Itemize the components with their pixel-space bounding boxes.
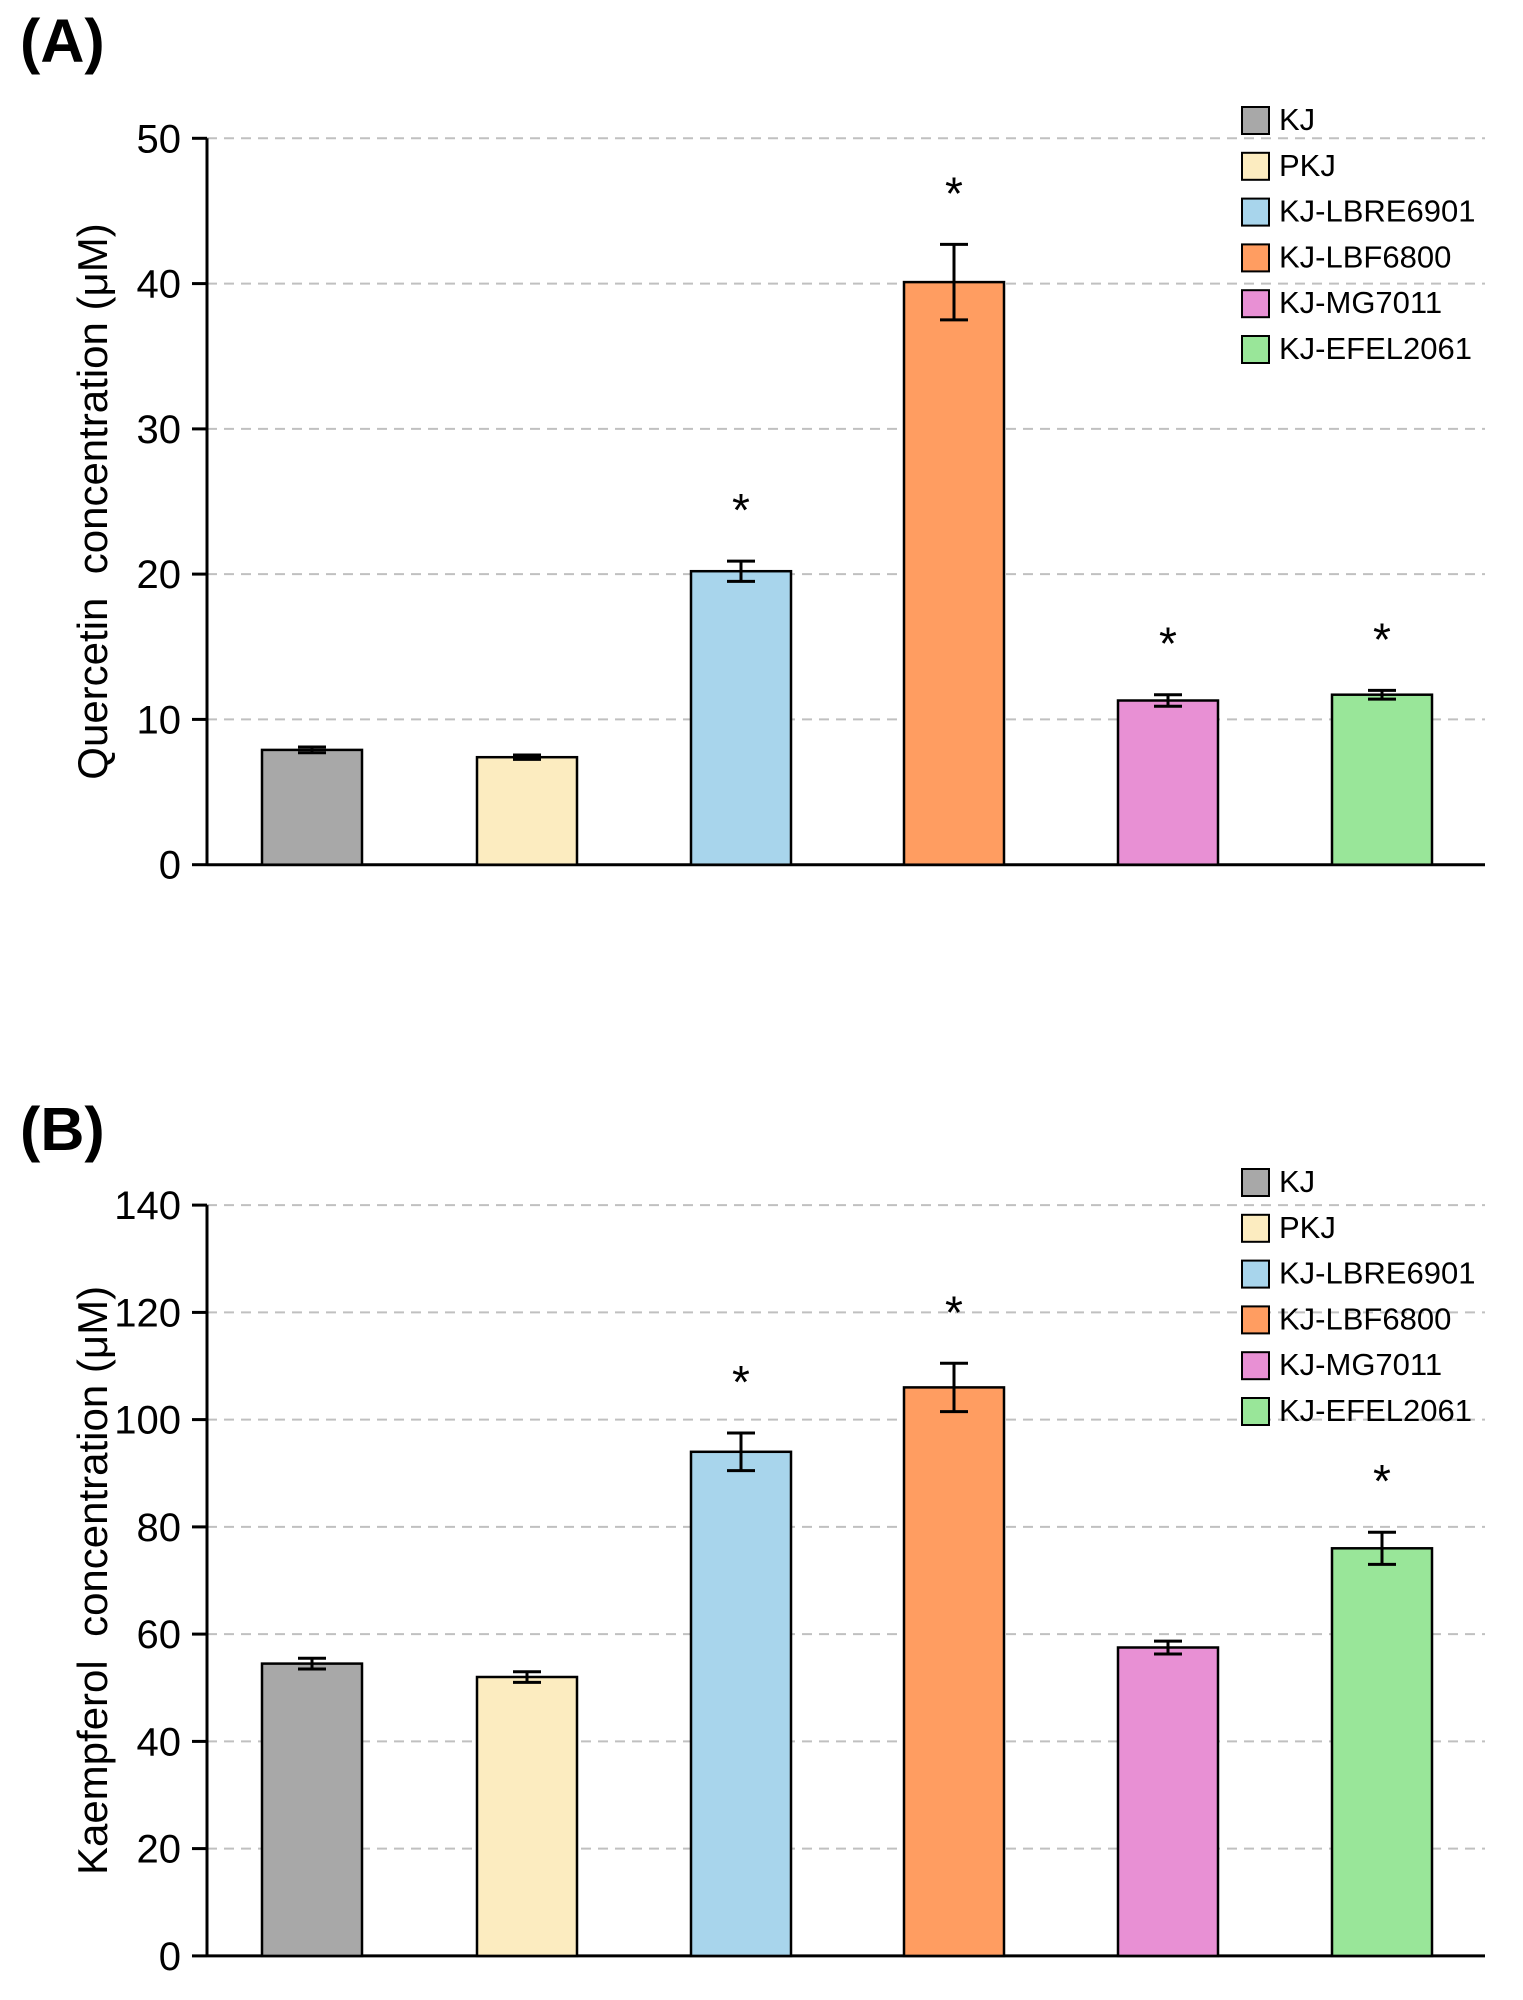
- svg-text:50: 50: [137, 117, 182, 161]
- svg-text:120: 120: [114, 1291, 181, 1335]
- svg-text:*: *: [945, 167, 963, 219]
- svg-text:KJ-LBF6800: KJ-LBF6800: [1279, 1301, 1451, 1336]
- svg-text:KJ-MG7011: KJ-MG7011: [1279, 1347, 1442, 1382]
- svg-text:KJ-LBRE6901: KJ-LBRE6901: [1279, 1256, 1475, 1291]
- svg-text:*: *: [1373, 613, 1391, 665]
- svg-text:*: *: [1373, 1455, 1391, 1507]
- svg-text:140: 140: [114, 1184, 181, 1228]
- svg-text:60: 60: [137, 1613, 182, 1657]
- svg-text:10: 10: [137, 698, 182, 742]
- svg-text:KJ-MG7011: KJ-MG7011: [1279, 285, 1442, 320]
- svg-text:KJ-EFEL2061: KJ-EFEL2061: [1279, 331, 1472, 366]
- svg-text:KJ: KJ: [1279, 102, 1315, 137]
- svg-text:0: 0: [159, 1935, 181, 1979]
- svg-text:PKJ: PKJ: [1279, 1210, 1336, 1245]
- svg-text:*: *: [732, 484, 750, 536]
- svg-text:40: 40: [137, 263, 182, 307]
- svg-text:Kaempferol concentration (μM): Kaempferol concentration (μM): [69, 1286, 116, 1875]
- svg-text:KJ-EFEL2061: KJ-EFEL2061: [1279, 1393, 1472, 1428]
- svg-text:*: *: [732, 1356, 750, 1408]
- svg-text:*: *: [1159, 618, 1177, 670]
- svg-text:0: 0: [159, 844, 181, 888]
- svg-text:80: 80: [137, 1506, 182, 1550]
- svg-text:20: 20: [137, 1828, 182, 1872]
- svg-text:Quercetin concentration (μM): Quercetin concentration (μM): [69, 223, 116, 779]
- svg-text:40: 40: [137, 1720, 182, 1764]
- svg-text:100: 100: [114, 1399, 181, 1443]
- svg-text:20: 20: [137, 553, 182, 597]
- svg-text:PKJ: PKJ: [1279, 148, 1336, 183]
- svg-text:(A): (A): [20, 7, 105, 75]
- svg-text:KJ-LBF6800: KJ-LBF6800: [1279, 239, 1451, 274]
- svg-text:(B): (B): [20, 1095, 105, 1163]
- svg-text:KJ-LBRE6901: KJ-LBRE6901: [1279, 194, 1475, 229]
- svg-text:30: 30: [137, 408, 182, 452]
- svg-text:*: *: [945, 1286, 963, 1338]
- svg-text:KJ: KJ: [1279, 1164, 1315, 1199]
